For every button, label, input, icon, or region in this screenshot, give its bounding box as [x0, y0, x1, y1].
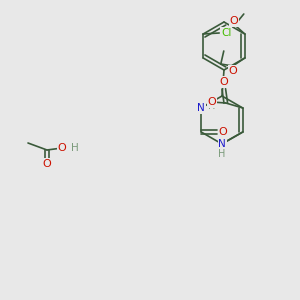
Text: O: O — [58, 143, 66, 153]
Text: N: N — [197, 103, 205, 113]
Text: O: O — [230, 16, 238, 26]
Text: N: N — [218, 139, 226, 149]
Text: O: O — [219, 127, 228, 137]
Text: O: O — [219, 77, 228, 87]
Text: O: O — [228, 66, 237, 76]
Text: H: H — [208, 101, 215, 111]
Text: O: O — [43, 159, 51, 169]
Text: Cl: Cl — [221, 28, 231, 38]
Text: H: H — [71, 143, 79, 153]
Text: H: H — [218, 149, 226, 159]
Text: O: O — [207, 97, 216, 107]
